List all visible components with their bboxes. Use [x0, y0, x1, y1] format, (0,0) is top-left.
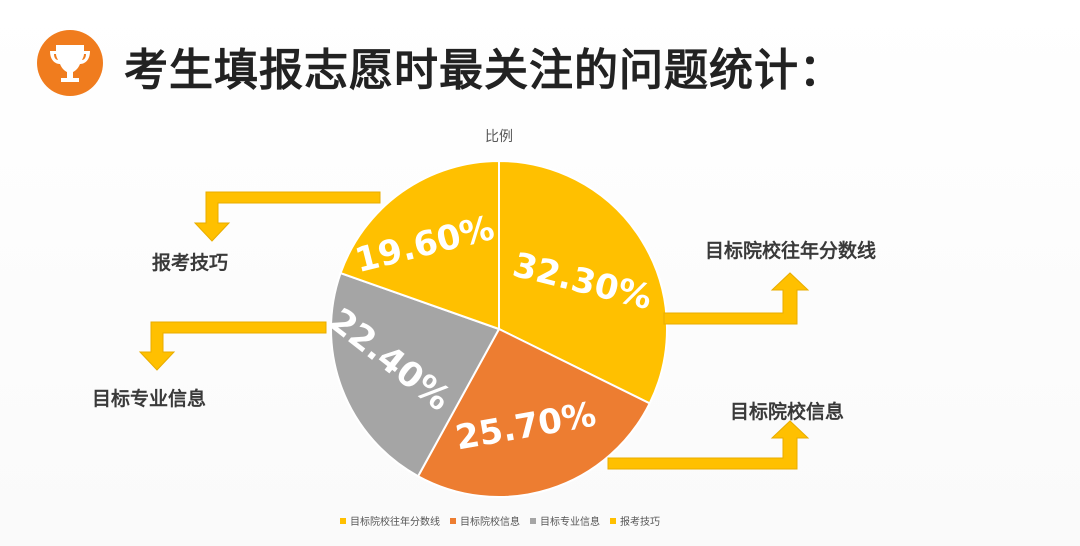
legend-swatch	[340, 517, 346, 524]
legend-item: 目标专业信息	[530, 513, 600, 528]
callout-bottom-right: 目标院校信息	[730, 401, 845, 423]
arrow-top-right	[663, 272, 810, 325]
arrow-top-left	[193, 191, 381, 242]
pie-slice	[339, 159, 500, 331]
legend-swatch	[450, 517, 456, 524]
chart-legend: 目标院校往年分数线 目标院校信息 目标专业信息 报考技巧	[0, 513, 1000, 528]
legend-label: 目标院校往年分数线	[350, 517, 440, 528]
pie-slice	[498, 159, 668, 405]
legend-label: 目标专业信息	[540, 517, 600, 528]
legend-item: 目标院校信息	[450, 513, 520, 528]
trophy-icon	[37, 30, 103, 96]
callout-top-right: 目标院校往年分数线	[705, 240, 877, 262]
callout-bottom-left: 目标专业信息	[92, 388, 207, 410]
legend-item: 报考技巧	[610, 513, 660, 528]
legend-swatch	[610, 517, 616, 524]
callout-top-left: 报考技巧	[152, 252, 229, 274]
chart-title: 比例	[485, 129, 513, 145]
legend-label: 报考技巧	[620, 517, 660, 528]
legend-label: 目标院校信息	[460, 517, 520, 528]
callout-arrows	[138, 191, 810, 470]
legend-swatch	[530, 517, 536, 524]
arrow-bottom-right	[607, 420, 810, 470]
arrow-bottom-left	[138, 321, 327, 371]
legend-item: 目标院校往年分数线	[340, 513, 440, 528]
pie-slice	[330, 271, 501, 478]
page-title: 考生填报志愿时最关注的问题统计：	[124, 45, 844, 96]
